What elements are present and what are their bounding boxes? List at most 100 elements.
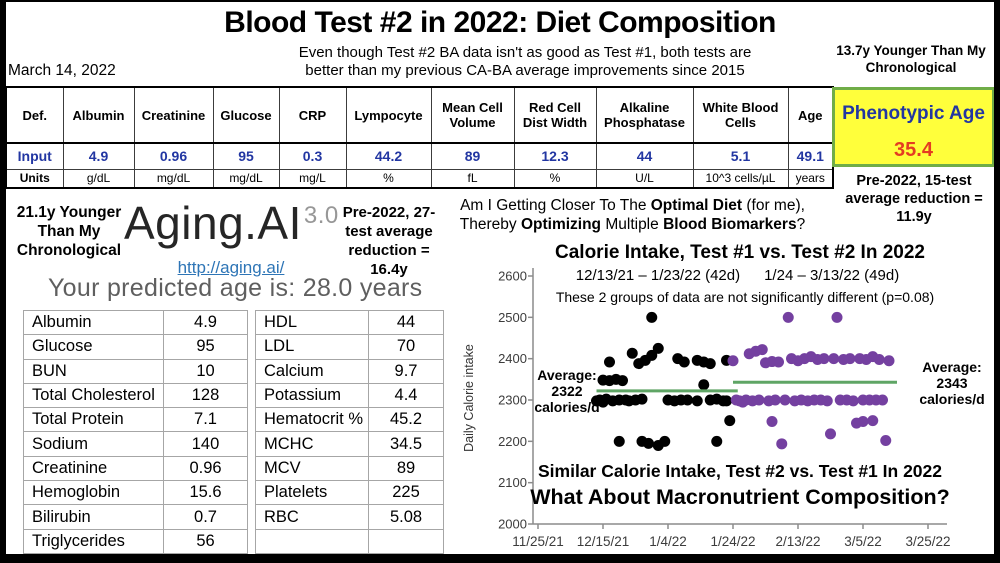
subtitle-line2: better than my previous CA-BA average im… [305, 62, 745, 79]
table-row: MCV 89 [255, 455, 444, 482]
blood-marker-value [368, 528, 444, 554]
scatter-point [867, 415, 879, 427]
blood-marker-value: 7.1 [163, 407, 248, 433]
blood-marker-name: MCV [255, 455, 369, 482]
table-row: Sodium 140 [23, 431, 248, 457]
average-label-test1: Average: 2322 calories/d [534, 367, 600, 415]
blood-marker-name [255, 528, 369, 554]
y-tick-label: 2500 [498, 310, 527, 325]
range-annotation-test2: 1/24 – 3/13/22 (49d) [764, 267, 900, 284]
blood-marker-value: 0.96 [163, 455, 248, 482]
scatter-point [828, 353, 840, 365]
scatter-point [682, 394, 693, 406]
units-row-label: Units [5, 168, 64, 189]
scatter-point [691, 395, 703, 407]
table-row: Hemoglobin 15.6 [23, 480, 248, 506]
blood-marker-name: Total Cholesterol [23, 382, 164, 409]
blood-marker-name: LDL [255, 334, 369, 360]
biomarker-column-header: Glucose [212, 86, 280, 144]
blood-marker-value: 9.7 [368, 358, 444, 384]
biomarker-input-value: 44.2 [345, 142, 432, 170]
biomarker-input-value: 4.9 [62, 142, 135, 170]
blood-results-table-right: HDL 44 LDL 70 Calcium 9.7 Potassium 4.4 Hematocr… [255, 309, 444, 554]
blood-marker-value: 15.6 [163, 480, 248, 506]
blood-marker-name: Total Protein [23, 407, 164, 433]
subtitle-line1: Even though Test #2 BA data isn't as goo… [298, 44, 752, 61]
calorie-chart: 2600 2500 2400 2300 2200 2100 2000 11/25/21 12/1… [455, 240, 995, 562]
agingai-younger-note: 21.1y Younger Than My Chronological [16, 204, 122, 259]
y-tick-label: 2100 [498, 475, 527, 490]
biomarker-input-value: 89 [430, 142, 515, 170]
blood-marker-name: Potassium [255, 382, 369, 409]
blood-marker-name: Triglycerides [23, 528, 164, 554]
scatter-point [831, 311, 843, 323]
agingai-link[interactable]: http://aging.ai/ [177, 258, 285, 277]
biomarker-column-header: Mean Cell Volume [430, 86, 515, 144]
table-row: Triglycerides 56 [23, 528, 248, 554]
biomarker-column-header: Albumin [62, 86, 135, 144]
scatter-point [604, 356, 615, 368]
biomarker-unit: % [513, 168, 597, 189]
chart-title: Calorie Intake, Test #1 vs. Test #2 In 2… [555, 242, 925, 263]
blood-marker-value: 10 [163, 358, 248, 384]
blood-marker-name: Platelets [255, 480, 369, 506]
diet-question-line1: Am I Getting Closer To The Optimal Diet … [460, 197, 805, 214]
table-row: MCHC 34.5 [255, 431, 444, 457]
scatter-point [613, 435, 625, 447]
table-row: RBC 5.08 [255, 504, 444, 530]
def-header: Def. [5, 86, 64, 144]
biomarker-input-value: 0.3 [278, 142, 347, 170]
blood-marker-name: Hemoglobin [23, 480, 164, 506]
x-tick-label: 2/13/22 [775, 534, 820, 549]
blood-marker-value: 89 [368, 455, 444, 482]
scatter-point [756, 344, 768, 356]
x-tick-label: 11/25/21 [512, 534, 564, 549]
table-row: Creatinine 0.96 [23, 455, 248, 482]
scatter-point [626, 347, 638, 359]
blood-marker-name: RBC [255, 504, 369, 530]
blood-marker-value: 95 [163, 334, 248, 360]
scatter-point [844, 353, 856, 365]
x-tick-label: 3/25/22 [905, 534, 950, 549]
table-row [255, 528, 444, 554]
blood-marker-name: BUN [23, 358, 164, 384]
scatter-point [782, 311, 794, 323]
blood-marker-name: Hematocrit % [255, 407, 369, 433]
chart-caption-similar: Similar Calorie Intake, Test #2 vs. Test… [538, 461, 942, 481]
biomarker-unit: fL [430, 168, 515, 189]
blood-marker-name: Albumin [23, 309, 164, 336]
blood-marker-value: 4.9 [163, 309, 248, 336]
scatter-point [659, 435, 671, 447]
y-tick-label: 2300 [498, 393, 527, 408]
biomarker-table: Def. Albumin Creatinine Glucose CRP Lympocyt… [5, 86, 834, 189]
table-row: Glucose 95 [23, 334, 248, 360]
blood-marker-name: Bilirubin [23, 504, 164, 530]
scatter-point [773, 356, 784, 368]
biomarker-units-row: Units g/dL mg/dL mg/dL mg/L% fL% U/L 10^3 cell… [5, 168, 834, 189]
significance-note: These 2 groups of data are not significa… [555, 289, 935, 305]
x-tick-label: 3/5/22 [844, 534, 882, 549]
biomarker-unit: mg/dL [212, 168, 280, 189]
biomarker-column-header: White Blood Cells [692, 86, 789, 144]
table-row: Potassium 4.4 [255, 382, 444, 409]
slide-date: March 14, 2022 [8, 62, 116, 79]
scatter-point [646, 349, 658, 361]
biomarker-input-value: 5.1 [692, 142, 789, 170]
scatter-point [847, 395, 859, 407]
scatter-point [873, 353, 885, 365]
blood-marker-name: Calcium [255, 358, 369, 384]
blood-results-table-left: Albumin 4.9 Glucose 95 BUN 10 Total Cholestero… [23, 309, 248, 554]
blood-marker-value: 45.2 [368, 407, 444, 433]
blood-marker-value: 5.08 [368, 504, 444, 530]
scatter-point [643, 437, 654, 449]
x-tick-label: 12/15/21 [577, 534, 630, 549]
range-annotation-test1: 12/13/21 – 1/23/22 (42d) [575, 267, 741, 284]
biomarker-unit: mg/L [278, 168, 347, 189]
biomarker-unit: 10^3 cells/µL [692, 168, 789, 189]
blood-marker-name: Sodium [23, 431, 164, 457]
scatter-point [857, 415, 869, 427]
chart-range-annotations: 12/13/21 – 1/23/22 (42d) 1/24 – 3/13/22 … [515, 267, 960, 284]
y-tick-label: 2400 [498, 351, 527, 366]
blood-marker-value: 44 [368, 309, 444, 336]
blood-marker-name: Glucose [23, 334, 164, 360]
